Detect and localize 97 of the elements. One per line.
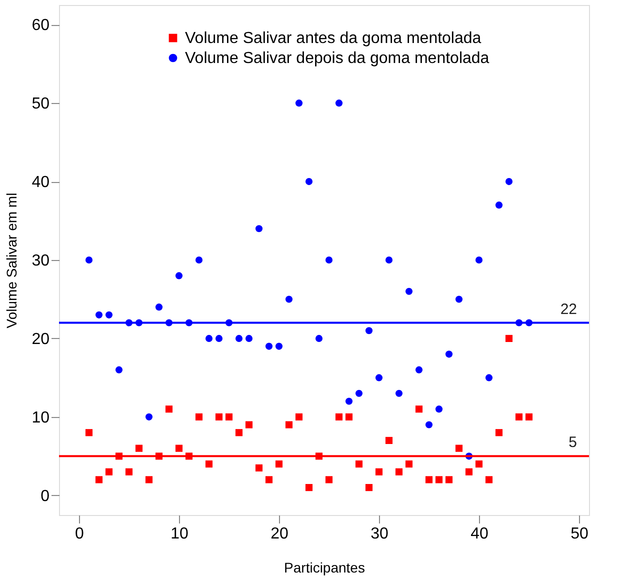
point [245, 421, 253, 428]
point [235, 334, 243, 342]
point [435, 476, 443, 484]
point [365, 327, 373, 334]
point [405, 460, 413, 468]
legend-label: Volume Salivar antes da goma mentolada [185, 30, 482, 47]
point [475, 256, 483, 264]
point [265, 476, 273, 484]
point [415, 406, 423, 413]
point [375, 374, 383, 382]
point [305, 484, 313, 492]
point [485, 374, 493, 382]
point [345, 398, 353, 405]
point [305, 178, 313, 186]
point [385, 256, 393, 264]
point [265, 342, 273, 350]
y-tick-label: 20 [32, 330, 50, 348]
point [195, 413, 203, 420]
y-axis-title: Volume Salivar em ml [4, 192, 20, 328]
point [275, 342, 283, 350]
point [105, 311, 113, 318]
point [245, 334, 253, 342]
x-tick-label: 30 [370, 526, 388, 542]
point [255, 464, 263, 472]
point [415, 366, 423, 374]
point [145, 413, 153, 420]
legend-label: Volume Salivar depois da goma mentolada [185, 50, 490, 67]
point [95, 311, 103, 318]
point [445, 476, 453, 484]
point [495, 202, 503, 209]
y-tick-label: 0 [40, 488, 50, 505]
point [135, 444, 143, 452]
point [405, 288, 413, 295]
point [175, 444, 183, 452]
point [85, 256, 93, 264]
point [295, 100, 303, 107]
point [435, 406, 443, 413]
point [145, 476, 153, 484]
ref-line-label: 22 [560, 300, 577, 318]
point [425, 421, 433, 428]
x-tick-label: 10 [170, 526, 188, 542]
point [205, 334, 213, 342]
point [525, 413, 533, 420]
point [335, 413, 343, 420]
point [235, 429, 243, 436]
point [505, 334, 513, 342]
y-tick-label: 30 [32, 252, 50, 270]
x-tick-label: 0 [75, 526, 84, 542]
y-tick-label: 60 [32, 17, 50, 34]
point [215, 334, 223, 342]
point [205, 460, 213, 468]
point [425, 476, 433, 484]
point [355, 390, 363, 397]
point [515, 413, 523, 420]
point [465, 468, 473, 476]
point [95, 476, 103, 484]
point [315, 334, 323, 342]
point [175, 272, 183, 280]
point [365, 484, 373, 492]
x-tick-label: 20 [270, 526, 288, 542]
point [325, 256, 333, 264]
point [345, 413, 353, 420]
point [335, 100, 343, 107]
point [295, 413, 303, 420]
y-tick-label: 50 [32, 96, 50, 113]
point [155, 304, 163, 311]
point [255, 225, 263, 232]
x-axis-title: Participantes [284, 560, 365, 576]
y-tick-label: 10 [32, 409, 50, 426]
point [395, 468, 403, 476]
point [455, 444, 463, 452]
y-tick-label: 40 [32, 174, 50, 192]
point [125, 468, 133, 476]
point [395, 390, 403, 397]
point [475, 460, 483, 468]
point [375, 468, 383, 476]
point [445, 350, 453, 358]
point [285, 296, 293, 303]
point [455, 296, 463, 303]
point [195, 256, 203, 264]
point [385, 436, 393, 444]
x-tick-label: 40 [470, 526, 488, 542]
point [225, 413, 233, 420]
point [485, 476, 493, 484]
point [275, 460, 283, 468]
point [105, 468, 113, 476]
point [495, 429, 503, 436]
point [85, 429, 93, 436]
point [165, 406, 173, 413]
ref-line-label: 5 [568, 434, 577, 452]
x-tick-label: 50 [570, 526, 588, 542]
point [355, 460, 363, 468]
point [285, 421, 293, 428]
point [325, 476, 333, 484]
point [115, 366, 123, 374]
point [505, 178, 513, 186]
point [215, 413, 223, 420]
